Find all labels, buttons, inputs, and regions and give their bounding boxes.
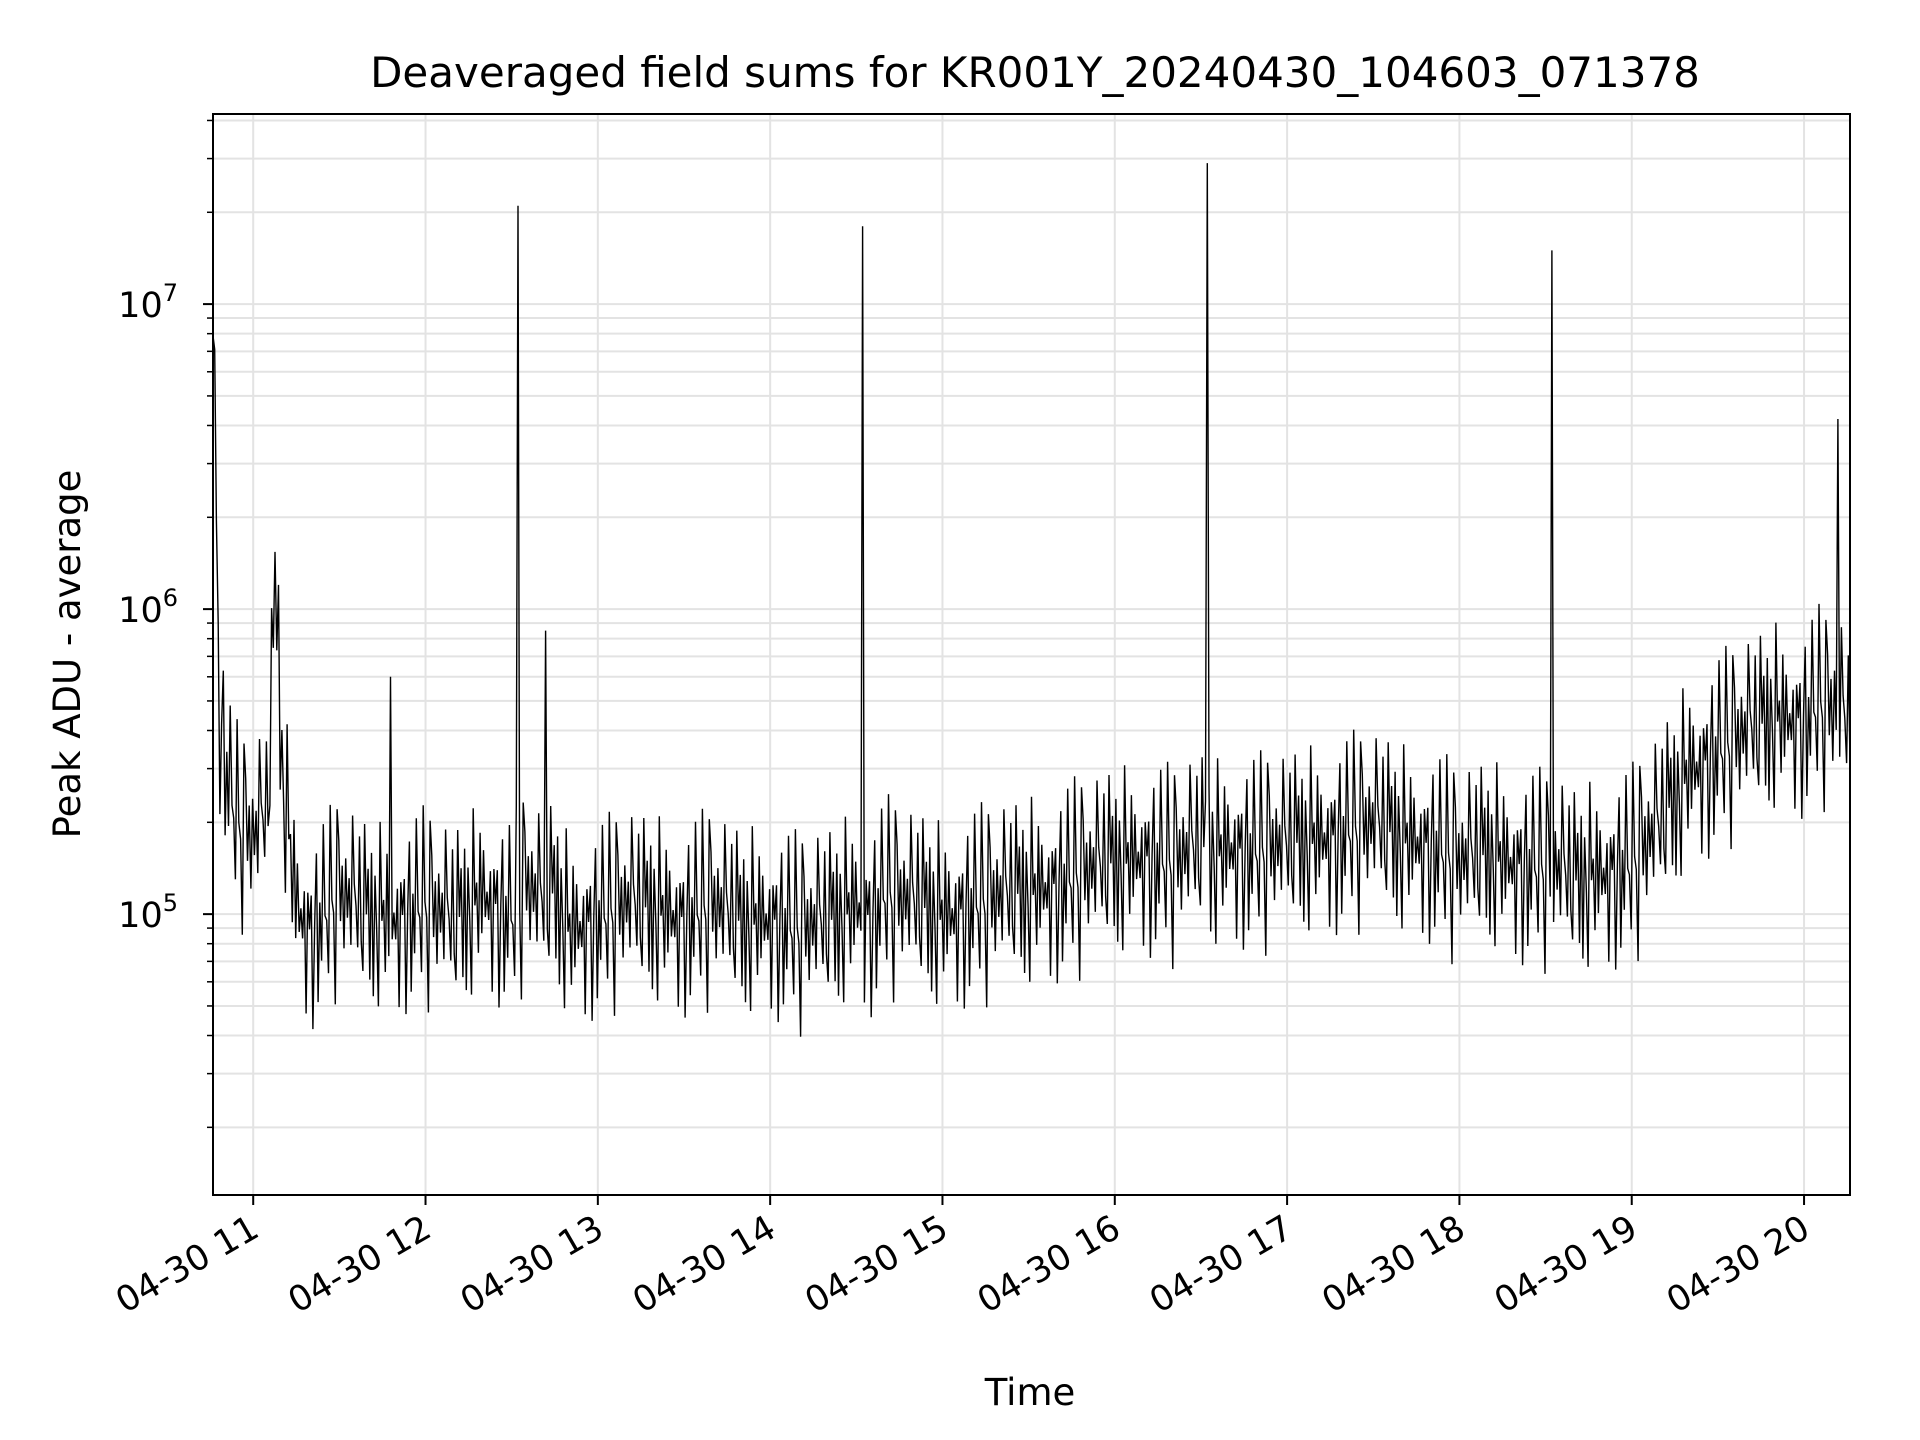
plot-frame: [212, 113, 1851, 1196]
series-layer: [212, 163, 1851, 1037]
chart-title: Deaveraged field sums for KR001Y_2024043…: [370, 48, 1700, 97]
y-tick-label: 107: [118, 279, 178, 326]
y-tick-exponent: 5: [163, 889, 178, 917]
y-tick-base: 10: [118, 286, 163, 326]
x-axis-label: Time: [984, 1371, 1076, 1414]
y-tick-base: 10: [118, 896, 163, 936]
series-line: [212, 163, 1851, 1037]
y-tick-exponent: 7: [163, 279, 178, 307]
y-tick-exponent: 6: [163, 584, 178, 612]
grid: [213, 114, 1850, 1195]
y-axis-label: Peak ADU - average: [46, 470, 89, 839]
y-tick-label: 106: [118, 584, 178, 631]
y-tick-base: 10: [118, 591, 163, 631]
y-tick-label: 105: [118, 889, 178, 936]
